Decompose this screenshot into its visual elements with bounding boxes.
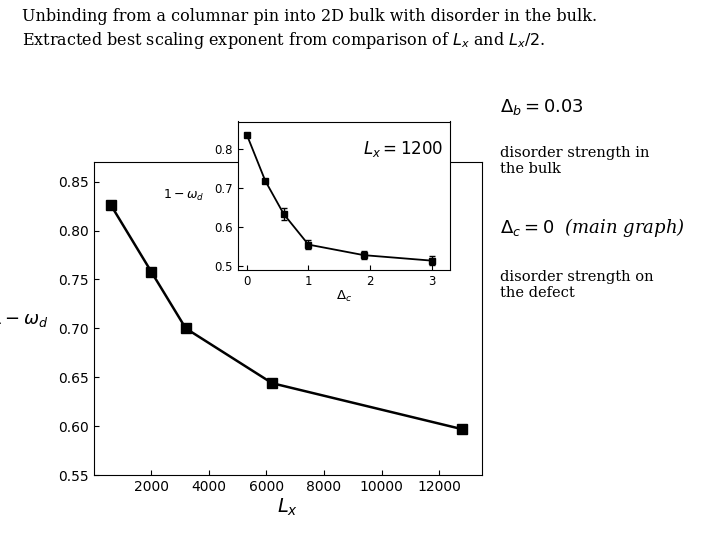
Text: $L_x=1200$: $L_x=1200$: [364, 139, 444, 159]
Text: disorder strength in
the bulk: disorder strength in the bulk: [500, 146, 650, 176]
X-axis label: $\Delta_c$: $\Delta_c$: [336, 289, 352, 305]
Y-axis label: $1 - \omega_d$: $1 - \omega_d$: [0, 308, 48, 329]
Y-axis label: $1 - \omega_d$: $1 - \omega_d$: [163, 188, 204, 203]
Text: $\Delta_b=0.03$: $\Delta_b=0.03$: [500, 97, 584, 117]
Text: Extracted best scaling exponent from comparison of $L_x$ and $L_x/2$.: Extracted best scaling exponent from com…: [22, 30, 544, 51]
Text: Unbinding from a columnar pin into 2D bulk with disorder in the bulk.: Unbinding from a columnar pin into 2D bu…: [22, 8, 597, 25]
X-axis label: $L_x$: $L_x$: [277, 497, 299, 518]
Text: disorder strength on
the defect: disorder strength on the defect: [500, 270, 654, 300]
Text: $\Delta_c=0$  (main graph): $\Delta_c=0$ (main graph): [500, 216, 685, 239]
